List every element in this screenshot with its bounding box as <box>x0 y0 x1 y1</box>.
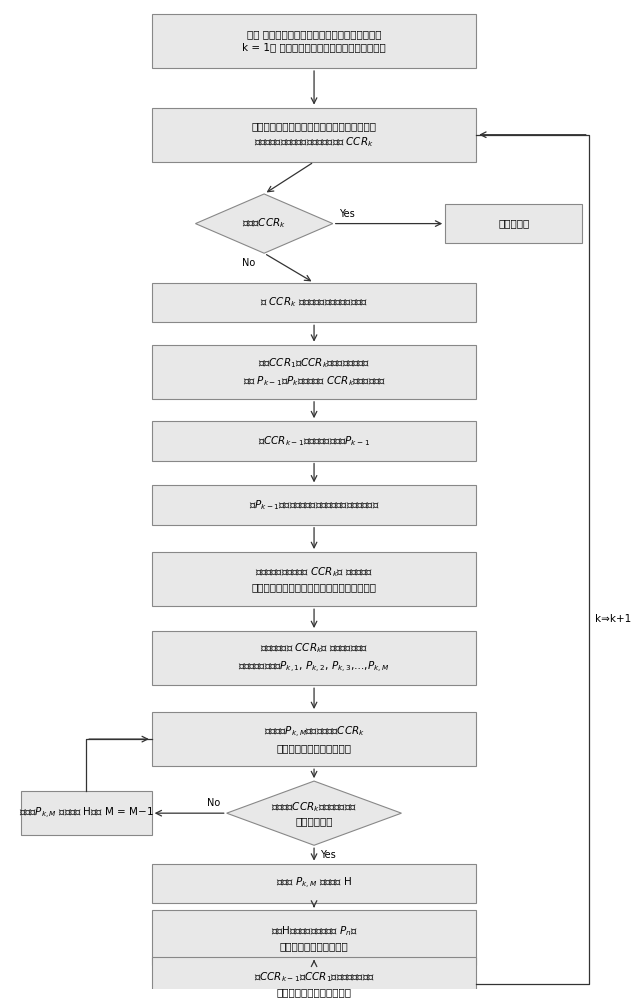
Text: 减少产品$P_{k,M}$的数量，使得$CCR_k$
对应资源能力约束等式成立: 减少产品$P_{k,M}$的数量，使得$CCR_k$ 对应资源能力约束等式成立 <box>263 725 364 753</box>
Polygon shape <box>196 194 333 253</box>
FancyBboxPatch shape <box>152 631 476 685</box>
Text: 计算各个资源能力与需求差値，资源超出能力
限制最多的是即为本次迭代主瓶颈资源 $CCR_k$: 计算各个资源能力与需求差値，资源超出能力 限制最多的是即为本次迭代主瓶颈资源 $… <box>252 121 376 149</box>
FancyBboxPatch shape <box>152 910 476 965</box>
Text: 从$CCR_{k-1}$到$CCR_1$，调整产品数量，
使其满足各个资源约束等式: 从$CCR_{k-1}$到$CCR_1$，调整产品数量， 使其满足各个资源约束等… <box>254 971 374 998</box>
Text: 将产品$P_{k,M}$ 放入集合 H，且 M = M−1: 将产品$P_{k,M}$ 放入集合 H，且 M = M−1 <box>19 806 154 821</box>
Text: 得到最优解: 得到最优解 <box>498 219 529 229</box>
FancyBboxPatch shape <box>152 864 476 903</box>
FancyBboxPatch shape <box>152 957 476 1000</box>
Text: k⇒k+1: k⇒k+1 <box>595 614 631 624</box>
Text: 集合H中的最后一个产品是 $P_n$，
其余的全部视为已知变量: 集合H中的最后一个产品是 $P_n$， 其余的全部视为已知变量 <box>270 924 358 951</box>
Text: 删除 第一类和第二类非瓶颈资源，设置迭代次数
k = 1， 产品组合优化解设为产品对应市场需求: 删除 第一类和第二类非瓶颈资源，设置迭代次数 k = 1， 产品组合优化解设为产… <box>242 29 386 52</box>
FancyBboxPatch shape <box>152 712 476 766</box>
Text: 瓶颈资源$CCR_k$上的资源消耗量
等于资源能力: 瓶颈资源$CCR_k$上的资源消耗量 等于资源能力 <box>271 800 357 826</box>
Text: 根据更新后目标函数和 $CCR_k$， 计算产品在
本次迭代主瓶颈资源上的单位时间的有效产出: 根据更新后目标函数和 $CCR_k$， 计算产品在 本次迭代主瓶颈资源上的单位时… <box>252 566 376 593</box>
FancyBboxPatch shape <box>152 485 476 525</box>
FancyBboxPatch shape <box>20 791 152 835</box>
FancyBboxPatch shape <box>152 552 476 606</box>
Text: 将产品 $P_{k,M}$ 放入集合 H: 将产品 $P_{k,M}$ 放入集合 H <box>276 876 352 891</box>
Text: 从$CCR_{k-1}$对应等式中计算出$P_{k-1}$: 从$CCR_{k-1}$对应等式中计算出$P_{k-1}$ <box>258 434 370 448</box>
FancyBboxPatch shape <box>152 108 476 162</box>
FancyBboxPatch shape <box>445 204 582 243</box>
Text: Yes: Yes <box>320 850 336 860</box>
Text: 联立$CCR_1$到$CCR_k$对应资源约束等式
删除 $P_{k-1}$到$P_k$以得到新的 $CCR_k$能力约束等式: 联立$CCR_1$到$CCR_k$对应资源约束等式 删除 $P_{k-1}$到$… <box>243 356 385 388</box>
Text: 将 $CCR_k$ 对应资源约束不等式变为等式: 将 $CCR_k$ 对应资源约束不等式变为等式 <box>260 296 368 309</box>
FancyBboxPatch shape <box>152 345 476 399</box>
Text: No: No <box>242 258 255 268</box>
FancyBboxPatch shape <box>152 421 476 461</box>
FancyBboxPatch shape <box>152 14 476 68</box>
Text: No: No <box>207 798 220 808</box>
Text: 对于瓶颈资源 $CCR_k$， 假设其上的有效
产出降序排列为：$P_{k,1}$, $P_{k,2}$, $P_{k,3}$,…,$P_{k,M}$: 对于瓶颈资源 $CCR_k$， 假设其上的有效 产出降序排列为：$P_{k,1}… <box>238 642 390 675</box>
Text: 将$P_{k-1}$代入之前的目标函数以得到更新的目标函数: 将$P_{k-1}$代入之前的目标函数以得到更新的目标函数 <box>249 498 380 512</box>
Polygon shape <box>227 781 401 845</box>
FancyBboxPatch shape <box>152 283 476 322</box>
Text: Yes: Yes <box>339 209 355 219</box>
Text: 不存在$CCR_k$: 不存在$CCR_k$ <box>242 217 286 230</box>
